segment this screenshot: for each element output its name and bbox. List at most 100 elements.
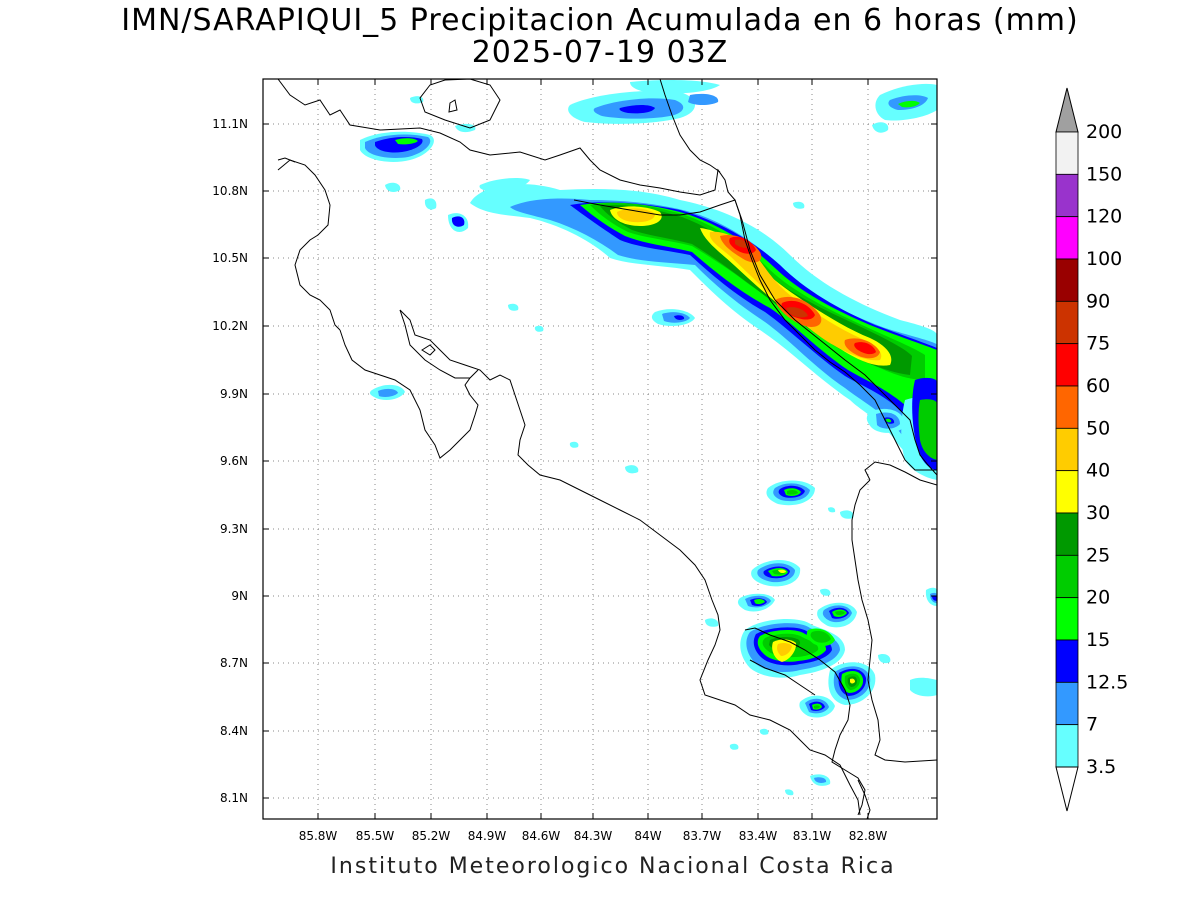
legend-swatch [1055, 343, 1079, 387]
legend-swatch [1055, 639, 1079, 683]
legend-swatch [1055, 216, 1079, 260]
legend-level-label: 75 [1086, 333, 1110, 355]
precip-contour-40 [709, 231, 882, 361]
osa-peninsula-coast-2 [749, 659, 816, 696]
rain-band-caribbean [470, 184, 937, 480]
precip-blob [840, 510, 854, 519]
lat-tick-label: 9N [231, 589, 248, 603]
precip-blob [932, 595, 937, 601]
legend-swatch [1055, 427, 1079, 472]
precip-blob [534, 325, 544, 332]
map-frame [262, 78, 938, 820]
border-costarica-panama [851, 479, 937, 763]
lat-tick-label: 9.9N [220, 387, 248, 401]
lon-tick-label: 83.4W [739, 829, 778, 843]
lon-tick-label: 85.5W [356, 829, 395, 843]
lon-tick-label: 85.2W [412, 829, 451, 843]
precip-blob [451, 216, 465, 227]
lat-tick-label: 9.6N [220, 454, 248, 468]
lat-tick-label: 8.7N [220, 656, 248, 670]
legend-swatch [1055, 173, 1079, 218]
precip-blob [820, 588, 831, 596]
coastline-pacific-northwest [277, 159, 341, 331]
legend-level-label: 30 [1086, 502, 1110, 524]
precip-contour-15 [580, 202, 937, 430]
legend-level-label: 15 [1086, 629, 1110, 651]
precip-blob [759, 728, 769, 735]
map-axes: 85.8W 85.5W 85.2W 84.9W 84.6W 84.3W 84W 83.7W 83… [212, 79, 937, 843]
precip-blob [878, 653, 891, 664]
lon-tick-label: 84W [634, 829, 661, 843]
precip-blob [778, 569, 786, 574]
precip-blob [872, 122, 889, 133]
precip-blob [630, 80, 720, 94]
legend-swatch [1055, 597, 1079, 641]
legend-level-label: 200 [1086, 121, 1122, 143]
legend-swatch [1055, 512, 1079, 556]
precip-blob [705, 618, 719, 627]
nicoya-peninsula-coast [339, 329, 479, 459]
precip-blob [835, 610, 845, 616]
map-grid [263, 79, 937, 819]
coastline-caribbean-north [659, 79, 721, 173]
lat-tick-label: 10.5N [212, 251, 248, 265]
precip-contour-75 [786, 307, 808, 318]
gulf-island [421, 344, 436, 356]
precip-contour-20 [918, 399, 937, 460]
precip-blob [455, 123, 476, 133]
lon-tick-label: 84.3W [574, 829, 613, 843]
legend-arrow-bottom [1055, 766, 1079, 812]
lake-island [448, 99, 458, 113]
legend-level-label: 90 [1086, 290, 1110, 312]
precip-blob [378, 388, 398, 397]
footer-credit: Instituto Meteorologico Nacional Costa R… [330, 854, 896, 879]
lon-tick-label: 83.7W [683, 829, 722, 843]
lat-tick-label: 10.2N [212, 319, 248, 333]
precip-blob [785, 789, 794, 796]
legend-level-label: 50 [1086, 417, 1110, 439]
precip-blob [814, 705, 820, 709]
legend-level-label: 7 [1086, 714, 1098, 736]
precip-contour-60 [854, 342, 876, 355]
lon-tick-label: 84.9W [468, 829, 507, 843]
lat-tick-label: 10.8N [212, 184, 248, 198]
lon-tick-label: 85.8W [299, 829, 338, 843]
legend-arrow-top [1055, 87, 1079, 133]
lon-tick-label: 84.6W [522, 829, 561, 843]
precip-blob [385, 182, 401, 193]
legend-level-label: 100 [1086, 248, 1122, 270]
precip-blob [850, 678, 855, 684]
legend-swatch [1055, 385, 1079, 429]
legend-level-label: 20 [1086, 587, 1110, 609]
precip-blob [479, 177, 530, 192]
precip-blob [625, 465, 639, 474]
lon-tick-label: 82.8W [849, 829, 888, 843]
precip-blob [886, 418, 892, 423]
precip-contour-75 [735, 239, 750, 248]
lake-nicaragua-shore [419, 79, 501, 129]
precip-blob [828, 507, 836, 513]
precip-blob [814, 777, 827, 783]
precip-blob [674, 315, 685, 320]
legend-swatch [1055, 258, 1079, 302]
chart-title: IMN/SARAPIQUI_5 Precipitacion Acumulada … [121, 3, 1079, 38]
lat-tick-label: 8.4N [220, 724, 248, 738]
chart-subtitle-date: 2025-07-19 03Z [471, 35, 729, 70]
coastline-nicaragua-north [277, 79, 736, 201]
legend-swatch [1055, 131, 1079, 175]
precip-blob [810, 630, 831, 643]
precip-blob [729, 743, 739, 750]
coastlines-borders [277, 79, 937, 819]
legend-level-label: 3.5 [1086, 756, 1116, 778]
gulf-of-nicoya-and-peninsula [399, 309, 861, 816]
precip-contour-40 [617, 208, 655, 223]
precip-blob [787, 489, 798, 495]
legend-level-label: 60 [1086, 375, 1110, 397]
precip-blob [688, 93, 719, 105]
legend-level-label: 120 [1086, 206, 1122, 228]
border-nicaragua-costarica [573, 199, 937, 471]
legend-level-label: 40 [1086, 460, 1110, 482]
coastline-caribbean [734, 199, 937, 476]
legend-level-label: 150 [1086, 163, 1122, 185]
